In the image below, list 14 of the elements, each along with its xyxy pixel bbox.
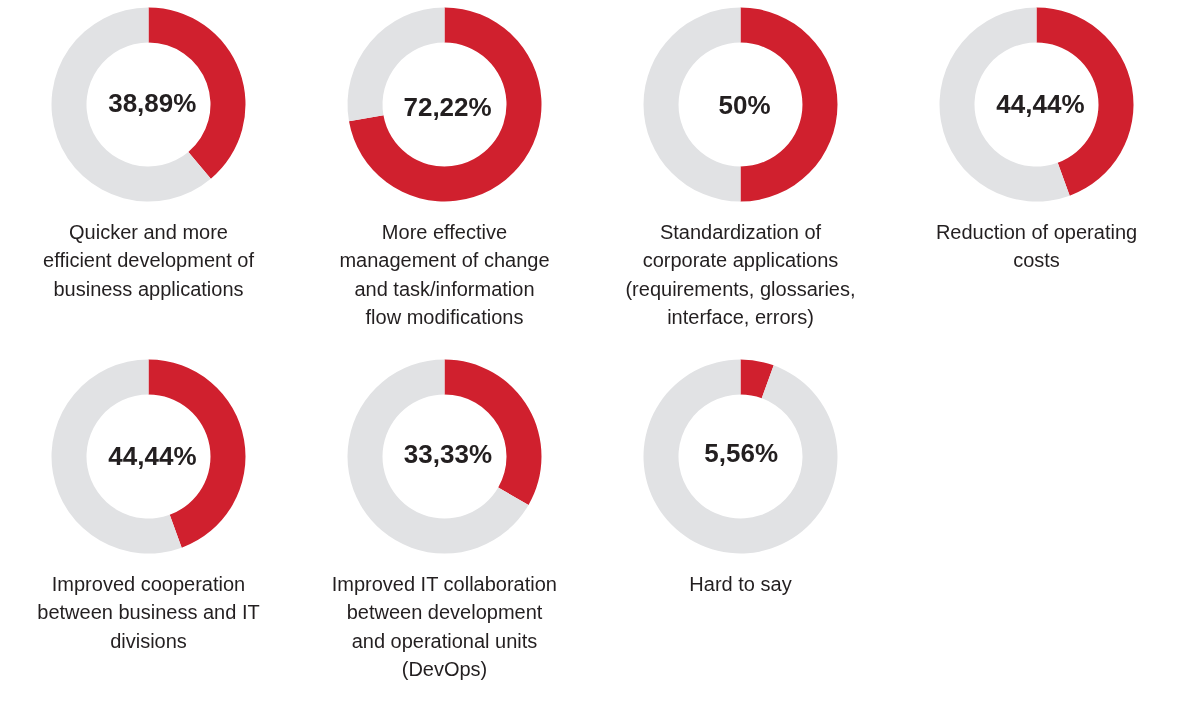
data-label: 44,44%: [108, 440, 197, 471]
text: Quicker and more efficient development of business applications: [43, 220, 255, 300]
data-label: 33,33%: [403, 439, 493, 470]
text: Improved IT collaboration between development and operational units (DevOps): [331, 572, 557, 681]
text: Reduction of operating costs: [935, 220, 1138, 272]
text: Standardization of corporate applications (requirements, glossaries, interface, errors): [625, 220, 856, 329]
data-label: 38,89%: [108, 88, 197, 119]
data-label: 44,44%: [996, 88, 1085, 119]
text: Hard to say: [689, 572, 792, 595]
text: More effective management of change and task/information flow modifications: [339, 220, 550, 329]
data-label: 72,22%: [403, 92, 492, 123]
data-label: 50%: [718, 89, 771, 120]
data-label: 5,56%: [704, 437, 779, 468]
text: Improved cooperation between business and IT divisions: [37, 572, 260, 652]
